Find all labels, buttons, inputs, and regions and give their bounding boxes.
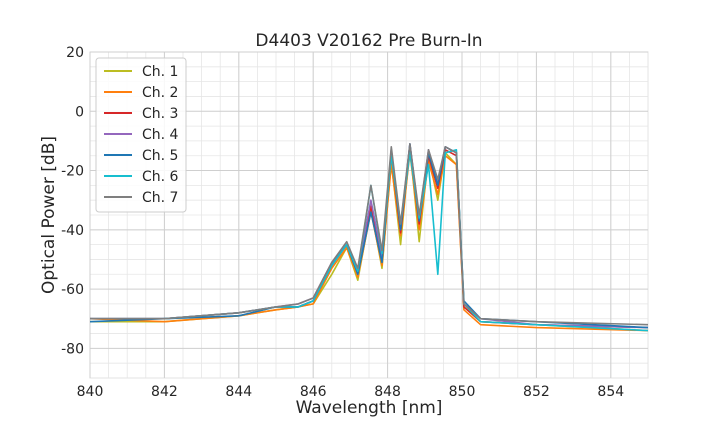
- x-axis-ticks: 840 842 844 846 848 850 852 854: [77, 384, 625, 400]
- y-tick-label: 0: [75, 104, 84, 120]
- x-tick-label: 846: [300, 384, 327, 400]
- y-tick-label: -80: [61, 341, 84, 357]
- legend-box: [95, 57, 187, 213]
- y-tick-label: -20: [61, 164, 84, 180]
- x-tick-label: 840: [77, 384, 104, 400]
- legend: Ch. 1 Ch. 2 Ch. 3 Ch. 4 Ch. 5 Ch. 6 Ch. 7: [95, 57, 187, 213]
- chart-title: D4403 V20162 Pre Burn-In: [255, 31, 482, 51]
- legend-label: Ch. 4: [142, 127, 179, 143]
- legend-label: Ch. 3: [142, 106, 178, 122]
- legend-label: Ch. 6: [142, 169, 179, 185]
- x-axis-label: Wavelength [nm]: [296, 398, 443, 418]
- x-tick-label: 848: [374, 384, 401, 400]
- legend-label: Ch. 5: [142, 148, 178, 164]
- legend-label: Ch. 2: [142, 85, 178, 101]
- series-line: [90, 143, 648, 326]
- y-tick-label: -60: [61, 282, 84, 298]
- y-tick-label: 20: [66, 45, 84, 61]
- x-tick-label: 844: [225, 384, 252, 400]
- x-tick-label: 854: [597, 384, 624, 400]
- legend-items: Ch. 1 Ch. 2 Ch. 3 Ch. 4 Ch. 5 Ch. 6 Ch. 7: [104, 64, 179, 206]
- series-layer: [90, 143, 648, 332]
- x-tick-label: 850: [449, 384, 476, 400]
- legend-label: Ch. 7: [142, 190, 178, 206]
- x-tick-label: 852: [523, 384, 550, 400]
- y-axis-ticks: -80 -60 -40 -20 0 20: [61, 45, 84, 357]
- y-tick-label: -40: [61, 223, 84, 239]
- y-axis-label: Optical Power [dB]: [39, 136, 59, 294]
- x-tick-label: 842: [151, 384, 178, 400]
- legend-label: Ch. 1: [142, 64, 178, 80]
